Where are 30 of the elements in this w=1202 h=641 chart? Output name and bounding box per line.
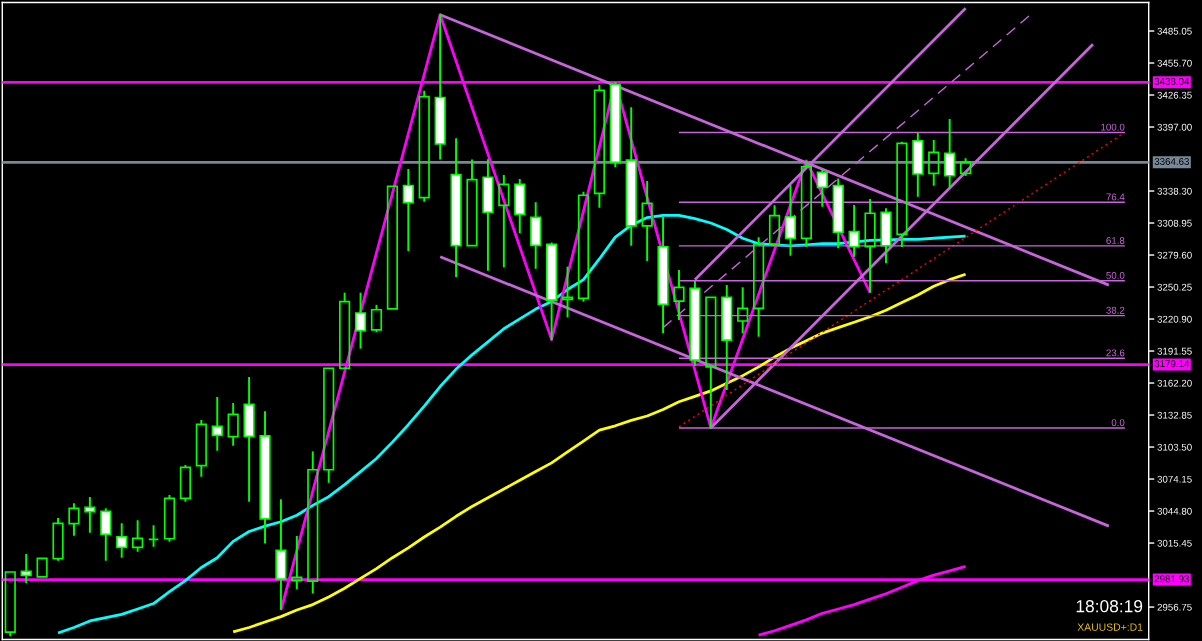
y-tick-label: 3397.00 [1157, 123, 1192, 131]
annotation: 18:08:19 [1076, 600, 1143, 613]
y-tick-label: 3103.50 [1157, 443, 1192, 451]
y-tick-label: 3308.95 [1157, 219, 1192, 227]
y-tick-label: 3455.70 [1157, 59, 1192, 67]
annotation: XAUUSD+:D1 [1077, 623, 1143, 631]
y-tick-label: 3132.85 [1157, 411, 1192, 419]
y-tick-label: 3162.20 [1157, 379, 1192, 387]
series-label: 61.8 [1106, 237, 1125, 244]
ref-line-label: 2981.93 [1154, 575, 1189, 583]
y-tick-label: 3220.90 [1157, 315, 1192, 323]
y-tick-label: 3338.30 [1157, 187, 1192, 195]
ref-line-label: 3438.04 [1154, 78, 1190, 85]
series-label: 100.0 [1101, 123, 1125, 131]
series-label: 38.2 [1106, 306, 1125, 314]
series-label: 23.6 [1106, 349, 1125, 357]
series-label: 76.4 [1106, 193, 1125, 201]
y-tick-label: 2956.75 [1157, 603, 1192, 611]
y-tick-label: 3250.25 [1157, 283, 1192, 291]
y-tick-label: 3015.45 [1157, 539, 1192, 547]
y-tick-label: 3426.35 [1157, 91, 1192, 99]
ref-line-label: 3364.63 [1154, 158, 1189, 165]
series-label: 50.0 [1106, 271, 1125, 279]
y-tick-label: 3279.60 [1157, 251, 1192, 259]
y-tick-label: 3044.80 [1157, 507, 1192, 515]
y-tick-label: 3074.15 [1157, 475, 1192, 483]
y-tick-label: 3485.05 [1157, 27, 1192, 35]
y-tick-label: 3191.55 [1157, 347, 1192, 355]
ref-line-label: 3179.14 [1154, 360, 1190, 368]
series-label: 0.0 [1111, 419, 1125, 427]
